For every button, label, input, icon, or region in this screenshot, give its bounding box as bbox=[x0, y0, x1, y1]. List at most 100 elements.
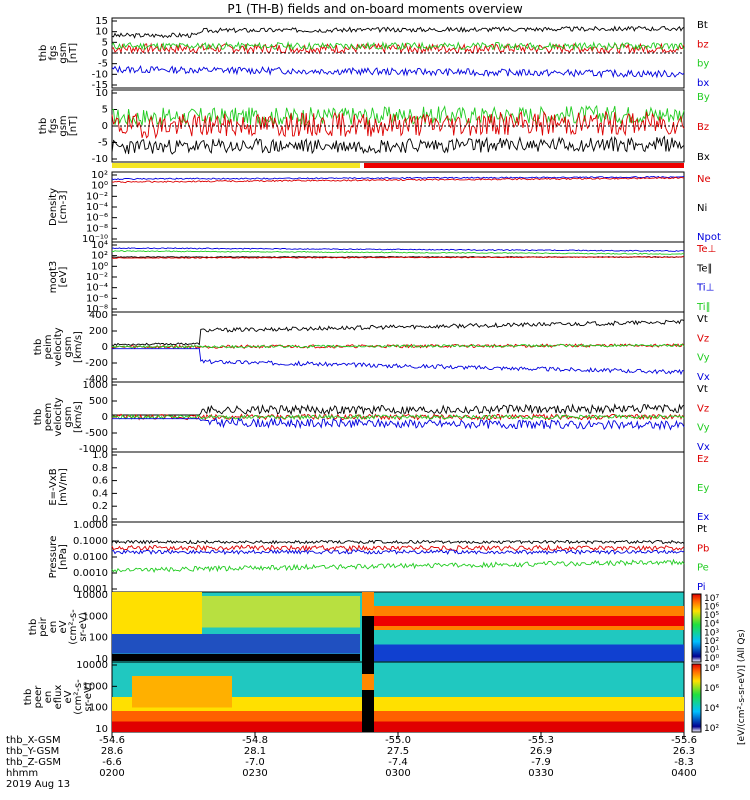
spec1-gap-top bbox=[362, 592, 374, 616]
legend-Ti⊥: Ti⊥ bbox=[696, 283, 714, 294]
colorbar-2 bbox=[691, 663, 702, 733]
y-tick-label: 200 bbox=[89, 326, 108, 337]
footer-value: -55.0 bbox=[385, 735, 411, 746]
y-tick-label: 10⁴ bbox=[91, 240, 108, 251]
legend-Npot: Npot bbox=[697, 232, 721, 243]
y-axis-label: thb bbox=[28, 619, 39, 636]
y-tick-label: 0.6 bbox=[92, 476, 108, 487]
y-tick-label: 10⁻⁴ bbox=[86, 283, 108, 294]
colorbar-tick: 10² bbox=[704, 724, 719, 734]
series-Vz bbox=[111, 413, 685, 421]
series-Npot bbox=[111, 175, 685, 181]
legend-Ez: Ez bbox=[697, 454, 709, 465]
y-tick-label: 10 bbox=[95, 724, 108, 735]
footer-value: 26.3 bbox=[673, 746, 695, 757]
y-tick-label: 1.0 bbox=[92, 450, 108, 461]
y-tick-label: 10⁻⁸ bbox=[86, 223, 108, 234]
legend-Vt: Vt bbox=[697, 314, 708, 325]
series-Vt bbox=[112, 403, 685, 416]
series-Bt bbox=[111, 25, 685, 39]
series-Pt bbox=[111, 539, 685, 545]
footer-value: -54.8 bbox=[242, 735, 268, 746]
colorbar-tick: 10⁰ bbox=[704, 654, 719, 664]
y-axis-label: [nT] bbox=[68, 43, 79, 63]
y-tick-label: -5 bbox=[98, 59, 108, 70]
y-tick-label: -10 bbox=[92, 69, 108, 80]
y-tick-label: 0.0001 bbox=[73, 584, 108, 595]
colorbar-tick: 10² bbox=[704, 637, 719, 647]
legend-Ex: Ex bbox=[697, 512, 709, 523]
footer-label: thb_X-GSM bbox=[6, 735, 61, 746]
panel-frame-7 bbox=[111, 521, 685, 593]
y-tick-label: 1.0000 bbox=[73, 520, 108, 531]
y-tick-label: 0.0010 bbox=[73, 568, 108, 579]
legend-by: by bbox=[697, 59, 709, 70]
legend-Pt: Pt bbox=[697, 524, 707, 535]
y-axis-label: [nPa] bbox=[58, 544, 69, 570]
y-tick-label: 10⁻⁴ bbox=[86, 202, 108, 213]
y-axis-label: gsm bbox=[63, 406, 74, 427]
colorbar-tick: 10⁶ bbox=[704, 603, 719, 613]
y-tick-label: 0 bbox=[102, 342, 108, 353]
series-Pe bbox=[111, 558, 685, 573]
footer-value: -55.3 bbox=[528, 735, 554, 746]
series-Ne bbox=[111, 176, 685, 184]
y-axis-label: peer bbox=[33, 685, 44, 709]
y-axis-label: gsm bbox=[63, 336, 74, 357]
series-Ti-par bbox=[111, 250, 685, 255]
spec2-early bbox=[132, 676, 232, 708]
y-tick-label: 10² bbox=[91, 170, 108, 181]
mode-bar-fast bbox=[364, 163, 684, 168]
legend-By: By bbox=[697, 92, 710, 103]
footer-value: 0200 bbox=[99, 768, 124, 779]
y-tick-label: 0.1000 bbox=[73, 536, 108, 547]
footer-value: -7.4 bbox=[388, 757, 408, 768]
spec2-bottom bbox=[112, 721, 684, 732]
y-tick-label: 10 bbox=[95, 88, 108, 99]
y-tick-label: 100 bbox=[89, 703, 108, 714]
footer-value: 27.5 bbox=[387, 746, 409, 757]
y-axis-label: sr-eV) bbox=[78, 612, 89, 641]
spec1-high-flux bbox=[112, 592, 202, 641]
series-Ti-perp bbox=[111, 247, 685, 252]
y-tick-label: -15 bbox=[92, 80, 108, 91]
y-axis-label: sr-eV) bbox=[83, 682, 94, 711]
y-tick-label: 10000 bbox=[76, 590, 108, 601]
y-tick-label: -500 bbox=[85, 428, 108, 439]
colorbar-tick: 10⁵ bbox=[704, 611, 719, 621]
series-Te-perp bbox=[111, 256, 684, 259]
footer-value: 0400 bbox=[671, 768, 696, 779]
legend-Vz: Vz bbox=[697, 403, 709, 414]
y-axis-label: fgs bbox=[48, 45, 59, 60]
y-axis-label: [km/s] bbox=[73, 331, 84, 363]
legend-Vz: Vz bbox=[697, 333, 709, 344]
y-axis-label: [km/s] bbox=[73, 401, 84, 433]
y-axis-label: thb bbox=[33, 409, 44, 426]
legend-Vt: Vt bbox=[697, 384, 708, 395]
y-tick-label: 10⁻⁶ bbox=[86, 213, 108, 224]
legend-Ti∥: Ti∥ bbox=[696, 302, 711, 313]
y-tick-label: 100 bbox=[89, 633, 108, 644]
colorbar-tick: 10³ bbox=[704, 628, 719, 638]
y-axis-label: eV bbox=[58, 620, 69, 633]
spec1-bottom bbox=[374, 644, 684, 662]
y-axis-label: peem bbox=[43, 403, 54, 431]
y-tick-label: -1000 bbox=[79, 444, 108, 455]
chart-title: P1 (TH-B) fields and on-board moments ov… bbox=[227, 2, 523, 16]
footer-value: -6.6 bbox=[102, 757, 122, 768]
panel-frame-2 bbox=[111, 171, 685, 243]
y-axis-label: fgs bbox=[48, 118, 59, 133]
y-axis-label: thb bbox=[38, 118, 49, 135]
footer-value: -7.9 bbox=[531, 757, 551, 768]
y-tick-label: -5 bbox=[98, 138, 108, 149]
y-tick-label: 10⁻² bbox=[86, 191, 108, 202]
series-Vt bbox=[111, 319, 685, 347]
footer-value: -54.6 bbox=[99, 735, 125, 746]
colorbar-tick: 10⁶ bbox=[704, 684, 719, 694]
y-axis-label: eflux bbox=[53, 685, 64, 710]
footer-value: 28.6 bbox=[101, 746, 123, 757]
y-axis-label: thb bbox=[38, 45, 49, 62]
legend-Ne: Ne bbox=[697, 174, 711, 185]
series-bx bbox=[111, 64, 685, 79]
